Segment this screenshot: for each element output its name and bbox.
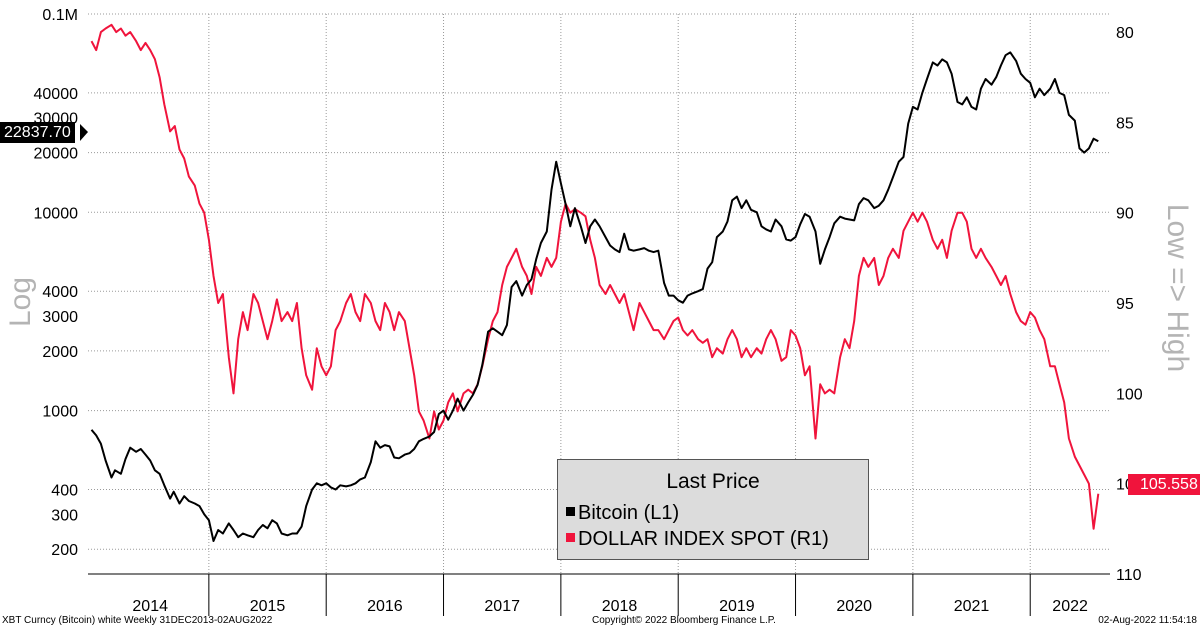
bitcoin-badge-pointer xyxy=(80,124,88,141)
left-tick-label: 40000 xyxy=(34,86,79,103)
x-tick-label: 2015 xyxy=(250,598,286,615)
x-tick-label: 2020 xyxy=(836,598,872,615)
legend-entry-bitcoin: Bitcoin (L1) xyxy=(566,502,679,525)
legend-label-dollar: DOLLAR INDEX SPOT (R1) xyxy=(578,528,829,550)
footer-center: Copyright© 2022 Bloomberg Finance L.P. xyxy=(592,615,776,626)
x-tick-label: 2022 xyxy=(1052,598,1088,615)
x-tick-label: 2016 xyxy=(367,598,403,615)
legend-box: Last Price Bitcoin (L1) DOLLAR INDEX SPO… xyxy=(557,459,869,560)
bitcoin-last-value-badge: 22837.70 xyxy=(0,122,75,143)
dollar-index-line xyxy=(90,23,1100,530)
right-tick-label: 95 xyxy=(1116,296,1134,313)
left-axis-title: Log xyxy=(4,277,37,327)
left-tick-label: 300 xyxy=(51,507,78,524)
x-tick-label: 2017 xyxy=(484,598,520,615)
right-tick-label: 80 xyxy=(1116,25,1134,42)
right-axis-title: Low => High xyxy=(1161,204,1194,372)
left-tick-label: 10000 xyxy=(34,205,79,222)
legend-swatch-bitcoin xyxy=(566,507,575,517)
left-tick-label: 400 xyxy=(51,483,78,500)
right-tick-label: 85 xyxy=(1116,115,1134,132)
left-tick-label: 2000 xyxy=(42,344,78,361)
left-tick-label: 1000 xyxy=(42,404,78,421)
x-tick-label: 2019 xyxy=(719,598,755,615)
right-tick-label: 90 xyxy=(1116,206,1134,223)
legend-label-bitcoin: Bitcoin (L1) xyxy=(578,502,680,524)
left-tick-label: 0.1M xyxy=(42,7,78,24)
left-tick-label: 4000 xyxy=(42,284,78,301)
right-tick-label: 110 xyxy=(1116,567,1142,584)
x-tick-label: 2018 xyxy=(602,598,638,615)
left-tick-label: 200 xyxy=(51,542,78,559)
legend-swatch-dollar xyxy=(566,533,575,543)
footer-right: 02-Aug-2022 11:54:18 xyxy=(1098,615,1197,626)
series-lines xyxy=(90,23,1100,542)
left-tick-label: 3000 xyxy=(42,309,78,326)
dollar-last-value-badge: 105.558 xyxy=(1128,474,1200,495)
right-tick-label: 100 xyxy=(1116,386,1143,403)
legend-title: Last Price xyxy=(666,470,760,493)
footer-left: XBT Curncy (Bitcoin) white Weekly 31DEC2… xyxy=(2,615,273,626)
bitcoin-line xyxy=(90,51,1099,542)
axes xyxy=(80,124,1136,616)
left-tick-label: 20000 xyxy=(34,146,79,163)
x-tick-label: 2014 xyxy=(132,598,168,615)
tick-labels: 2014 2015 2016 2017 2018 2019 2020 2021 2022 0.1M… xyxy=(4,7,1194,615)
x-tick-label: 2021 xyxy=(954,598,990,615)
legend-entry-dollar: DOLLAR INDEX SPOT (R1) xyxy=(566,528,829,551)
